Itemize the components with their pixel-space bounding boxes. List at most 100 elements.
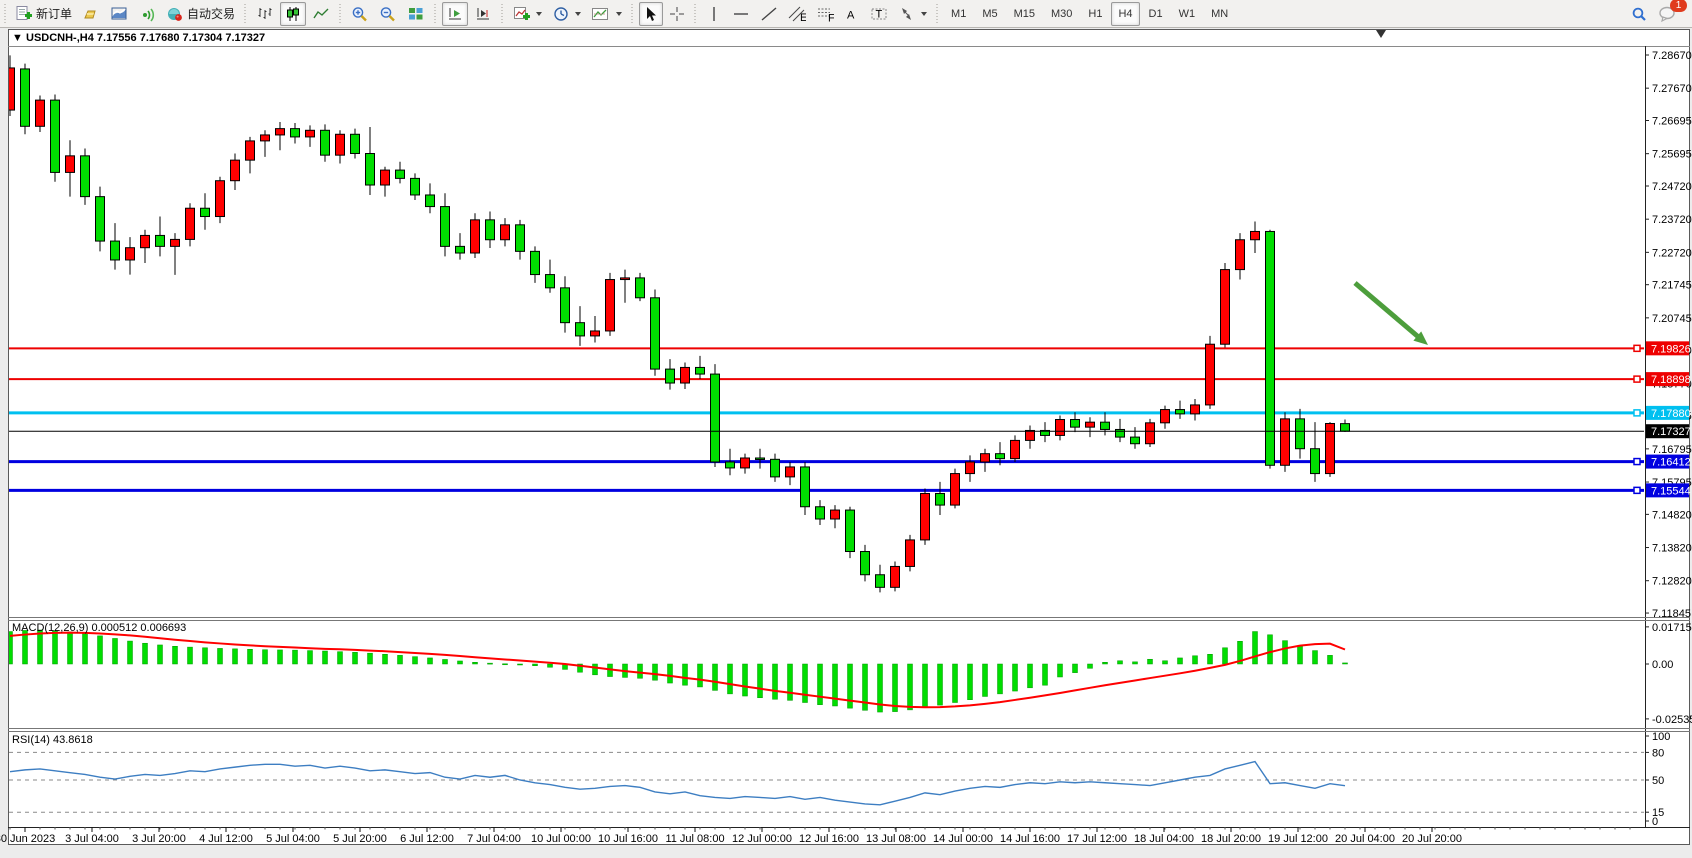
toolbar-drag-handle[interactable] <box>337 3 345 24</box>
text-label-tool-button[interactable]: T <box>866 2 892 26</box>
macd-bar <box>1282 640 1288 665</box>
macd-bar <box>667 663 673 684</box>
fibonacci-tool-button[interactable]: F <box>812 2 838 26</box>
annotation-arrow[interactable] <box>1353 281 1428 345</box>
macd-pane[interactable] <box>8 629 1348 713</box>
candle <box>200 193 210 230</box>
price-tick-label: 7.23720 <box>1652 214 1692 226</box>
candle <box>260 130 270 157</box>
candle <box>635 272 645 302</box>
rsi-pane[interactable] <box>9 751 1644 813</box>
timeframe-m30[interactable]: M30 <box>1051 7 1073 20</box>
candle <box>1085 417 1095 438</box>
publish-chart-button[interactable] <box>106 2 132 26</box>
timeframe-h1[interactable]: H1 <box>1088 7 1103 20</box>
hline-handle[interactable] <box>1633 486 1641 495</box>
cursor-tool-button[interactable] <box>639 1 664 26</box>
signals-button[interactable] <box>134 2 160 26</box>
rsi-axis-label: 15 <box>1652 807 1664 819</box>
search-button[interactable] <box>1626 2 1652 26</box>
timeframe-w1[interactable]: W1 <box>1178 7 1196 20</box>
arrows-tool-button[interactable] <box>894 2 931 26</box>
bar-chart-icon <box>258 7 272 19</box>
notifications-button[interactable]: 1 <box>1654 0 1687 26</box>
candle <box>290 122 300 144</box>
hline-handle[interactable] <box>1633 344 1641 353</box>
channel-tool-button[interactable]: E <box>784 2 810 26</box>
candle <box>965 455 975 482</box>
toolbar-drag-handle[interactable] <box>2 3 9 24</box>
macd-bar <box>157 644 163 665</box>
macd-signal-line <box>9 631 1346 709</box>
line-chart-mode-button[interactable] <box>308 2 334 26</box>
trendline-tool-button[interactable] <box>756 2 782 26</box>
candle <box>410 173 420 200</box>
date-tick-label: 3 Jul 04:00 <box>65 833 119 845</box>
autotrading-label: 自动交易 <box>187 7 236 21</box>
macd-bar <box>877 663 883 713</box>
candle <box>170 233 180 275</box>
bar-chart-mode-button[interactable] <box>252 2 278 26</box>
candle <box>395 161 405 184</box>
hline-handle[interactable] <box>1633 375 1641 383</box>
macd-axis-label: 0.017153 <box>1652 622 1692 634</box>
rsi-axis-label: 0 <box>1652 816 1658 828</box>
period-button[interactable] <box>548 2 585 26</box>
candle <box>1220 262 1230 348</box>
macd-bar <box>1222 647 1228 665</box>
macd-bar <box>682 663 688 686</box>
timeframe-mn[interactable]: MN <box>1211 7 1229 20</box>
zoom-out-button[interactable] <box>375 2 401 26</box>
toolbar-drag-handle[interactable] <box>432 3 440 24</box>
toolbar-drag-handle[interactable] <box>499 3 507 24</box>
auto-scroll-button[interactable] <box>442 1 469 26</box>
macd-bar <box>772 663 778 700</box>
template-button[interactable] <box>587 2 626 26</box>
candle <box>1040 422 1050 443</box>
macd-bar <box>757 663 763 699</box>
date-tick-label: 17 Jul 12:00 <box>1067 833 1127 845</box>
macd-bar <box>937 663 943 706</box>
timeframe-m5[interactable]: M5 <box>982 7 998 20</box>
macd-bar <box>472 662 478 665</box>
toolbar-drag-handle[interactable] <box>692 3 700 24</box>
timeframe-d1[interactable]: D1 <box>1148 7 1163 20</box>
macd-bar <box>832 663 838 707</box>
chart-shift-marker[interactable] <box>1376 30 1386 38</box>
crosshair-tool-button[interactable] <box>665 2 689 26</box>
candle <box>875 564 885 593</box>
candle <box>590 316 600 343</box>
macd-bar <box>967 663 973 700</box>
new-order-button[interactable]: 新订单 <box>12 2 76 26</box>
add-indicator-button[interactable] <box>509 2 546 26</box>
chart-menu-icon[interactable]: ▼ <box>12 32 23 44</box>
macd-bar <box>367 652 373 665</box>
vertical-line-tool-button[interactable] <box>702 2 726 26</box>
text-tool-button[interactable]: A <box>840 2 864 26</box>
horizontal-line-tool-button[interactable] <box>728 2 754 26</box>
toolbar-drag-handle[interactable] <box>242 3 250 24</box>
hline-handle[interactable] <box>1633 409 1641 417</box>
price-badge-7.18898: 7.18898 <box>1646 372 1691 387</box>
toolbar-drag-handle[interactable] <box>629 3 637 24</box>
macd-bar <box>352 652 358 665</box>
date-axis[interactable]: 30 Jun 2023 3 Jul 04:00 3 Jul 20:00 4 Jul 1… <box>0 827 1631 845</box>
deposit-button[interactable] <box>78 2 104 26</box>
zoom-in-button[interactable] <box>347 2 373 26</box>
chart-shift-button[interactable] <box>470 2 496 26</box>
tile-windows-button[interactable] <box>403 2 429 26</box>
macd-bar <box>1237 641 1243 665</box>
candlestick-mode-button[interactable] <box>280 1 307 26</box>
timeframe-m1[interactable]: M1 <box>951 7 967 20</box>
hline-handle[interactable] <box>1633 457 1641 466</box>
candle <box>1055 415 1065 441</box>
toolbar-drag-handle[interactable] <box>934 3 942 24</box>
candle <box>80 148 90 205</box>
candle <box>1250 221 1260 254</box>
autotrading-button[interactable]: 自动交易 <box>162 2 239 26</box>
timeframe-h4[interactable]: H4 <box>1111 1 1140 26</box>
candle <box>740 453 750 474</box>
timeframe-m15[interactable]: M15 <box>1013 7 1035 20</box>
